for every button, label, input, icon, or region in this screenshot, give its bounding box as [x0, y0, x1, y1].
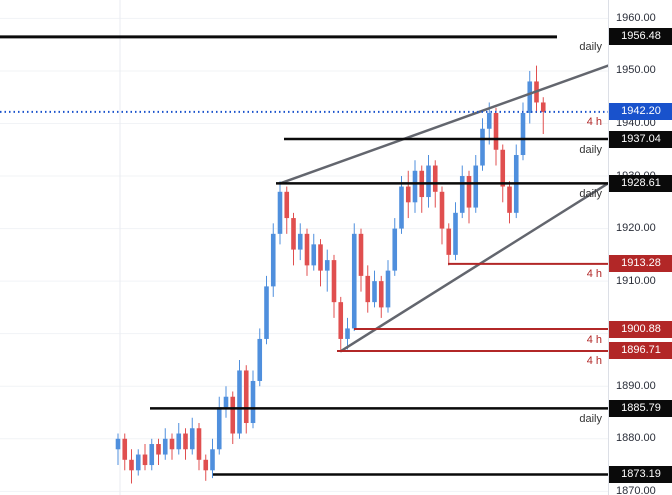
candle-body	[378, 281, 384, 308]
price-scale[interactable]: 1960.001950.001940.001930.001920.001910.…	[608, 0, 672, 495]
candle-body	[203, 459, 209, 471]
candle-body	[297, 233, 303, 250]
candle-body	[493, 112, 499, 150]
candle-body	[135, 454, 141, 471]
level-timeframe-label: daily	[579, 41, 602, 54]
candle-body	[196, 428, 202, 460]
candle-body	[486, 112, 492, 129]
candle-body	[405, 186, 411, 203]
candle-body	[270, 233, 276, 287]
candle-body	[480, 128, 485, 166]
candle-body	[257, 338, 263, 381]
chart-canvas[interactable]	[0, 0, 608, 495]
candle-body	[223, 396, 229, 408]
candle-body	[392, 228, 398, 271]
candle-body	[189, 428, 195, 450]
candle-body	[345, 328, 350, 339]
candle-body	[426, 165, 431, 198]
level-timeframe-label: 4 h	[586, 116, 602, 129]
price-level-badge: 1896.71	[609, 342, 672, 360]
candle-body	[311, 244, 317, 266]
price-tick-label: 1890.00	[616, 379, 656, 392]
candle-body	[331, 260, 337, 303]
candle-body	[291, 218, 296, 250]
candle-body	[324, 260, 330, 271]
candle-body	[351, 233, 357, 329]
price-tick-label: 1880.00	[616, 432, 656, 445]
candle-body	[372, 281, 377, 303]
candle-body	[459, 176, 465, 213]
candle-body	[365, 275, 371, 303]
candle-body	[540, 102, 546, 112]
price-level-badge: 1913.28	[609, 255, 672, 273]
candle-body	[318, 244, 323, 271]
candle-body	[304, 233, 310, 266]
candle-body	[183, 433, 188, 450]
chart-pane[interactable]: daily daily daily 4 h 4 h 4 h daily 4 h	[0, 0, 608, 495]
price-level-badge: 1928.61	[609, 174, 672, 192]
candle-body	[210, 449, 215, 471]
candle-body	[412, 170, 418, 203]
price-tick-label: 1960.00	[616, 11, 656, 24]
price-level-badge: 1885.79	[609, 399, 672, 417]
level-timeframe-label: 4 h	[586, 333, 602, 346]
candle-body	[250, 380, 256, 424]
price-level-badge: 1900.88	[609, 320, 672, 338]
candle-body	[284, 191, 290, 219]
trend-line[interactable]	[278, 64, 608, 185]
candle-body	[453, 212, 458, 255]
price-tick-label: 1910.00	[616, 274, 656, 287]
candle-body	[446, 228, 452, 255]
candle-body	[385, 270, 391, 308]
price-level-badge: 1956.48	[609, 28, 672, 46]
price-level-badge: 1937.04	[609, 130, 672, 148]
candle-body	[243, 370, 249, 424]
candle-body	[439, 191, 445, 229]
candle-body	[399, 186, 404, 229]
price-tick-label: 1950.00	[616, 64, 656, 77]
level-timeframe-label: daily	[579, 143, 602, 156]
level-timeframe-label: daily	[579, 187, 602, 200]
candle-body	[230, 396, 236, 434]
price-level-badge: 1873.19	[609, 466, 672, 484]
candle-body	[149, 444, 155, 466]
price-tick-label: 1870.00	[616, 484, 656, 495]
candle-body	[129, 459, 134, 471]
candle-body	[466, 176, 472, 208]
price-tick-label: 1920.00	[616, 222, 656, 235]
candle-body	[162, 438, 168, 455]
candle-body	[122, 438, 128, 460]
candle-body	[176, 433, 182, 450]
candle-body	[527, 81, 533, 113]
candle-body	[264, 286, 269, 339]
current-price-badge: 1942.20	[609, 103, 672, 121]
level-timeframe-label: daily	[579, 412, 602, 425]
candle-body	[432, 165, 438, 192]
candle-body	[156, 444, 161, 455]
candle-body	[358, 233, 364, 276]
level-timeframe-label: 4 h	[586, 355, 602, 368]
candle-body	[277, 191, 283, 234]
level-timeframe-label: 4 h	[586, 268, 602, 281]
candlestick-series	[115, 65, 546, 484]
candle-body	[115, 438, 121, 450]
candle-body	[473, 165, 479, 208]
candle-body	[507, 186, 512, 213]
candle-body	[169, 438, 175, 450]
candle-body	[142, 454, 148, 466]
candle-body	[338, 302, 344, 339]
candle-body	[520, 112, 526, 156]
candle-body	[237, 370, 242, 434]
candle-body	[500, 149, 506, 187]
candle-body	[216, 407, 222, 450]
trend-line[interactable]	[339, 182, 608, 353]
